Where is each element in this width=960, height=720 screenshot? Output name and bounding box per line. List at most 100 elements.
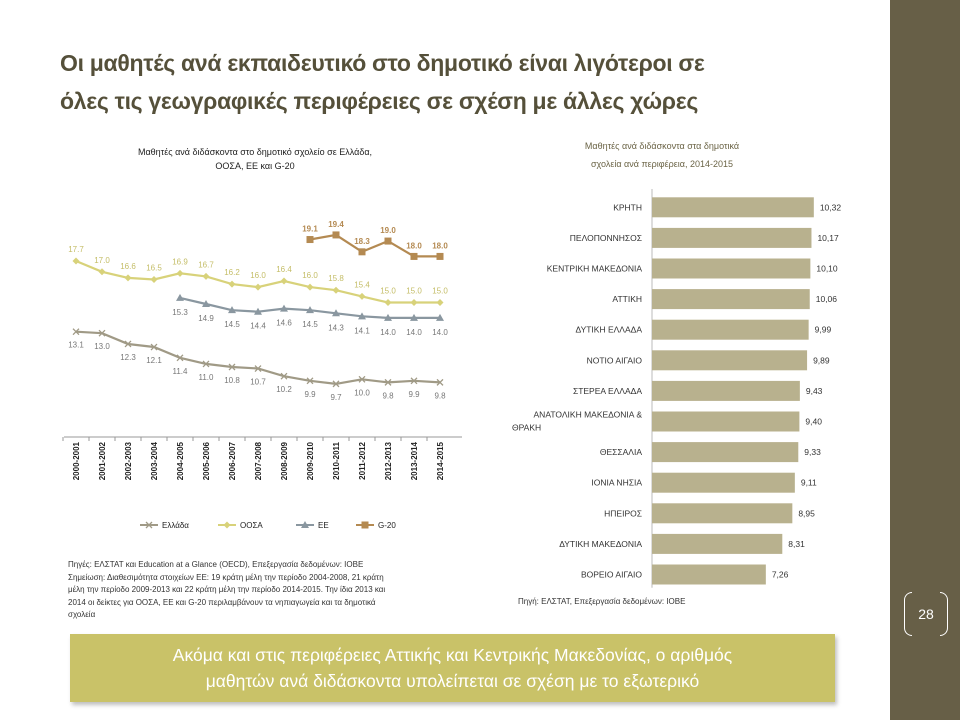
data-point (98, 268, 106, 276)
category-label: ΒΟΡΕΙΟ ΑΙΓΑΙΟ (581, 570, 642, 580)
bar (652, 319, 809, 340)
data-point (202, 360, 210, 368)
data-label: 16.0 (302, 271, 318, 280)
data-point (358, 375, 366, 383)
data-label: 16.9 (172, 257, 188, 266)
category-label: ΣΤΕΡΕΑ ΕΛΛΑΔΑ (573, 386, 642, 396)
x-tick-label: 2003-2004 (150, 441, 159, 480)
data-point (306, 236, 314, 244)
x-tick-label: 2013-2014 (410, 441, 419, 480)
data-label: 14.0 (432, 328, 448, 337)
data-point (358, 292, 366, 300)
data-label: 12.1 (146, 356, 162, 365)
data-label: 18.3 (354, 237, 370, 246)
data-point (72, 328, 80, 336)
bar (652, 289, 810, 310)
bar-value-label: 7,26 (772, 570, 789, 580)
data-label: 15.0 (380, 287, 396, 296)
data-label: 11.0 (199, 373, 215, 382)
data-point (332, 380, 340, 388)
bar-value-label: 10,17 (817, 233, 839, 243)
notes-left: Πηγές: ΕΛΣΤΑΤ και Education at a Glance … (68, 559, 448, 622)
data-point (72, 257, 80, 265)
data-label: 14.4 (250, 322, 266, 331)
category-label: ΚΕΝΤΡΙΚΗ ΜΑΚΕΔΟΝΙΑ (547, 264, 643, 274)
category-label: ΑΝΑΤΟΛΙΚΗ ΜΑΚΕΔΟΝΙΑ & (534, 410, 643, 420)
data-point (306, 306, 314, 314)
data-point (384, 313, 392, 321)
bar (652, 227, 812, 248)
data-label: 17.7 (68, 245, 84, 254)
data-point (124, 340, 132, 348)
bar (652, 503, 793, 524)
data-point (228, 363, 236, 371)
page-number-bracket-left (904, 592, 912, 636)
data-point (176, 269, 184, 277)
data-label: 19.0 (380, 226, 396, 235)
data-point (332, 231, 340, 239)
data-point (332, 309, 340, 317)
notes-left-line: μέλη την περίοδο 2009-2013 και 22 κράτη … (68, 585, 386, 594)
data-label: 10.2 (276, 385, 292, 394)
category-label: ΙΟΝΙΑ ΝΗΣΙΑ (591, 478, 642, 488)
x-tick-label: 2006-2007 (228, 441, 237, 480)
legend-label: ΕΕ (318, 521, 329, 530)
data-label: 19.4 (328, 220, 344, 229)
line-chart: Μαθητές ανά διδάσκοντα στο δημοτικό σχολ… (62, 147, 462, 530)
x-tick-label: 2007-2008 (254, 441, 263, 480)
data-label: 17.0 (94, 256, 110, 265)
x-tick-label: 2011-2012 (358, 441, 367, 479)
footer-callout: Ακόμα και στις περιφέρειες Αττικής και Κ… (70, 634, 835, 702)
page-number-bracket-right (940, 592, 948, 636)
category-label: ΑΤΤΙΚΗ (612, 294, 642, 304)
x-tick-label: 2000-2001 (72, 441, 81, 480)
bar-value-label: 8,31 (788, 539, 805, 549)
legend-marker (361, 521, 369, 529)
data-point (436, 313, 444, 321)
data-point (176, 354, 184, 362)
bar (652, 197, 814, 218)
data-point (176, 293, 184, 301)
data-label: 11.4 (173, 367, 189, 376)
bar-value-label: 10,10 (816, 264, 838, 274)
data-point (254, 283, 262, 291)
legend-label: Ελλάδα (162, 521, 189, 530)
x-tick-label: 2010-2011 (332, 441, 341, 479)
data-point (254, 307, 262, 315)
data-label: 14.3 (328, 323, 344, 332)
category-label: ΗΠΕΙΡΟΣ (604, 508, 642, 518)
bar-value-label: 9,99 (815, 325, 832, 335)
category-label: ΝΟΤΙΟ ΑΙΓΑΙΟ (587, 355, 643, 365)
bar-value-label: 9,33 (804, 447, 821, 457)
data-point (280, 277, 288, 285)
data-point (358, 312, 366, 320)
notes-right: Πηγή: ΕΛΣΤΑΤ, Επεξεργασία δεδομένων: ΙΟΒ… (518, 597, 686, 606)
data-label: 16.0 (250, 271, 266, 280)
bar (652, 350, 808, 371)
data-point (384, 237, 392, 245)
data-label: 9.8 (382, 391, 394, 400)
page-number-text: 28 (918, 606, 934, 622)
bar (652, 411, 800, 432)
chart1-title-line1: Μαθητές ανά διδάσκοντα στο δημοτικό σχολ… (138, 147, 372, 157)
data-point (410, 252, 418, 260)
data-point (384, 378, 392, 386)
data-label: 16.4 (276, 265, 292, 274)
data-label: 12.3 (120, 353, 136, 362)
x-tick-label: 2008-2009 (280, 441, 289, 480)
bar-value-label: 9,40 (805, 417, 822, 427)
notes-left-line: Σημείωση: Διαθεσιμότητα στοιχείων ΕΕ: 19… (68, 572, 384, 582)
bar-value-label: 10,06 (816, 294, 838, 304)
data-label: 13.0 (94, 342, 110, 351)
x-tick-label: 2004-2005 (176, 441, 185, 480)
bar (652, 258, 811, 279)
data-label: 14.6 (276, 319, 292, 328)
legend-marker (145, 521, 153, 529)
data-label: 10.7 (250, 378, 266, 387)
category-label: ΘΡΑΚΗ (512, 423, 541, 433)
data-label: 10.8 (224, 376, 240, 385)
data-point (410, 313, 418, 321)
chart2-title-line2: σχολεία ανά περιφέρεια, 2014-2015 (591, 159, 733, 169)
notes-left-line: 2014 οι δείκτες για ΟΟΣΑ, ΕΕ και G-20 πε… (68, 597, 376, 607)
